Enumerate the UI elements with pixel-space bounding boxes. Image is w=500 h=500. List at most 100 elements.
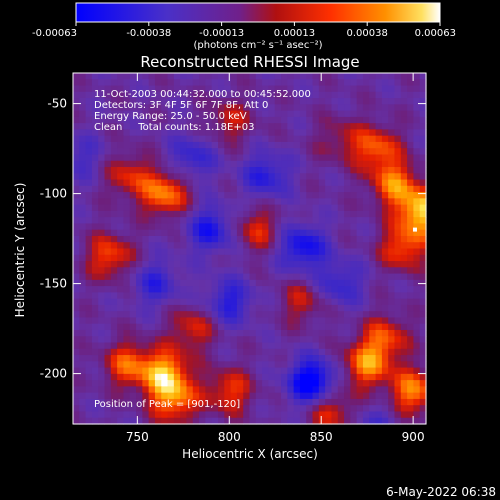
heatmap-cell: [293, 417, 301, 425]
heatmap-cell: [211, 411, 219, 419]
heatmap-cell: [262, 217, 270, 225]
heatmap-cell: [123, 217, 131, 225]
heatmap-cell: [211, 373, 219, 381]
heatmap-cell: [400, 204, 408, 212]
heatmap-cell: [73, 135, 80, 143]
heatmap-cell: [161, 311, 169, 319]
heatmap-cell: [388, 273, 396, 281]
heatmap-cell: [142, 192, 150, 199]
heatmap-cell: [350, 148, 358, 156]
heatmap-cell: [142, 380, 150, 387]
heatmap-cell: [154, 235, 162, 243]
heatmap-cell: [167, 405, 175, 413]
heatmap-cell: [180, 223, 188, 231]
heatmap-cell: [73, 361, 80, 369]
heatmap-cell: [369, 323, 377, 331]
heatmap-cell: [287, 198, 295, 206]
heatmap-cell: [413, 179, 421, 187]
heatmap-cell: [224, 235, 232, 243]
heatmap-cell: [394, 129, 402, 137]
heatmap-cell: [375, 135, 383, 143]
heatmap-cell: [362, 79, 370, 87]
heatmap-cell: [268, 123, 276, 131]
heatmap-cell: [381, 279, 389, 287]
heatmap-cell: [369, 380, 377, 387]
heatmap-cell: [136, 286, 143, 293]
heatmap-cell: [312, 392, 320, 400]
heatmap-cell: [281, 248, 288, 256]
heatmap-cell: [79, 398, 87, 406]
heatmap-cell: [318, 185, 326, 193]
heatmap-cell: [268, 355, 276, 362]
heatmap-cell: [91, 323, 99, 331]
heatmap-cell: [413, 204, 421, 212]
heatmap-cell: [85, 261, 93, 268]
heatmap-cell: [167, 254, 175, 262]
heatmap-cell: [148, 411, 156, 419]
heatmap-cell: [199, 348, 206, 356]
heatmap-cell: [381, 110, 389, 118]
heatmap-cell: [337, 311, 345, 319]
heatmap-cell: [306, 242, 314, 250]
heatmap-cell: [274, 210, 282, 218]
heatmap-cell: [180, 373, 188, 381]
heatmap-cell: [356, 154, 364, 162]
heatmap-cell: [287, 167, 295, 174]
heatmap-cell: [91, 348, 99, 356]
heatmap-cell: [110, 292, 118, 300]
heatmap-cell: [350, 411, 358, 419]
heatmap-cell: [312, 204, 320, 212]
heatmap-cell: [400, 386, 408, 394]
heatmap-cell: [243, 123, 251, 131]
heatmap-cell: [236, 148, 244, 156]
heatmap-cell: [262, 392, 270, 400]
heatmap-cell: [325, 104, 333, 112]
heatmap-cell: [306, 223, 314, 231]
colorbar-unit-label: (photons cm⁻² s⁻¹ asec⁻²): [193, 40, 322, 51]
heatmap-cell: [381, 267, 389, 275]
heatmap-cell: [236, 192, 244, 199]
heatmap-cell: [312, 348, 320, 356]
heatmap-cell: [306, 273, 314, 281]
heatmap-cell: [388, 386, 396, 394]
heatmap-cell: [136, 348, 143, 356]
heatmap-cell: [407, 392, 414, 400]
heatmap-cell: [91, 298, 99, 306]
heatmap-cell: [136, 405, 143, 413]
heatmap-cell: [312, 229, 320, 237]
heatmap-cell: [104, 217, 112, 225]
heatmap-cell: [400, 192, 408, 199]
heatmap-cell: [375, 79, 383, 87]
heatmap-cell: [148, 192, 156, 199]
heatmap-cell: [236, 373, 244, 381]
heatmap-cell: [312, 286, 320, 293]
heatmap-cell: [136, 411, 143, 419]
heatmap-cell: [167, 317, 175, 325]
heatmap-cell: [173, 104, 181, 112]
heatmap-cell: [388, 298, 396, 306]
heatmap-cell: [356, 116, 364, 124]
heatmap-cell: [255, 235, 263, 243]
heatmap-cell: [167, 398, 175, 406]
heatmap-cell: [419, 104, 427, 112]
heatmap-cell: [356, 204, 364, 212]
heatmap-cell: [274, 267, 282, 275]
heatmap-cell: [79, 380, 87, 387]
heatmap-cell: [224, 110, 232, 118]
heatmap-cell: [129, 79, 137, 87]
heatmap-cell: [173, 304, 181, 312]
heatmap-cell: [243, 248, 251, 256]
heatmap-cell: [123, 373, 131, 381]
heatmap-cell: [142, 417, 150, 425]
heatmap-cell: [123, 135, 131, 143]
heatmap-cell: [362, 135, 370, 143]
heatmap-cell: [91, 405, 99, 413]
heatmap-cell: [142, 204, 150, 212]
heatmap-cell: [400, 110, 408, 118]
heatmap-cell: [161, 392, 169, 400]
heatmap-cell: [154, 380, 162, 387]
heatmap-cell: [281, 179, 288, 187]
heatmap-cell: [91, 398, 99, 406]
heatmap-cell: [299, 116, 307, 124]
heatmap-cell: [192, 210, 200, 218]
